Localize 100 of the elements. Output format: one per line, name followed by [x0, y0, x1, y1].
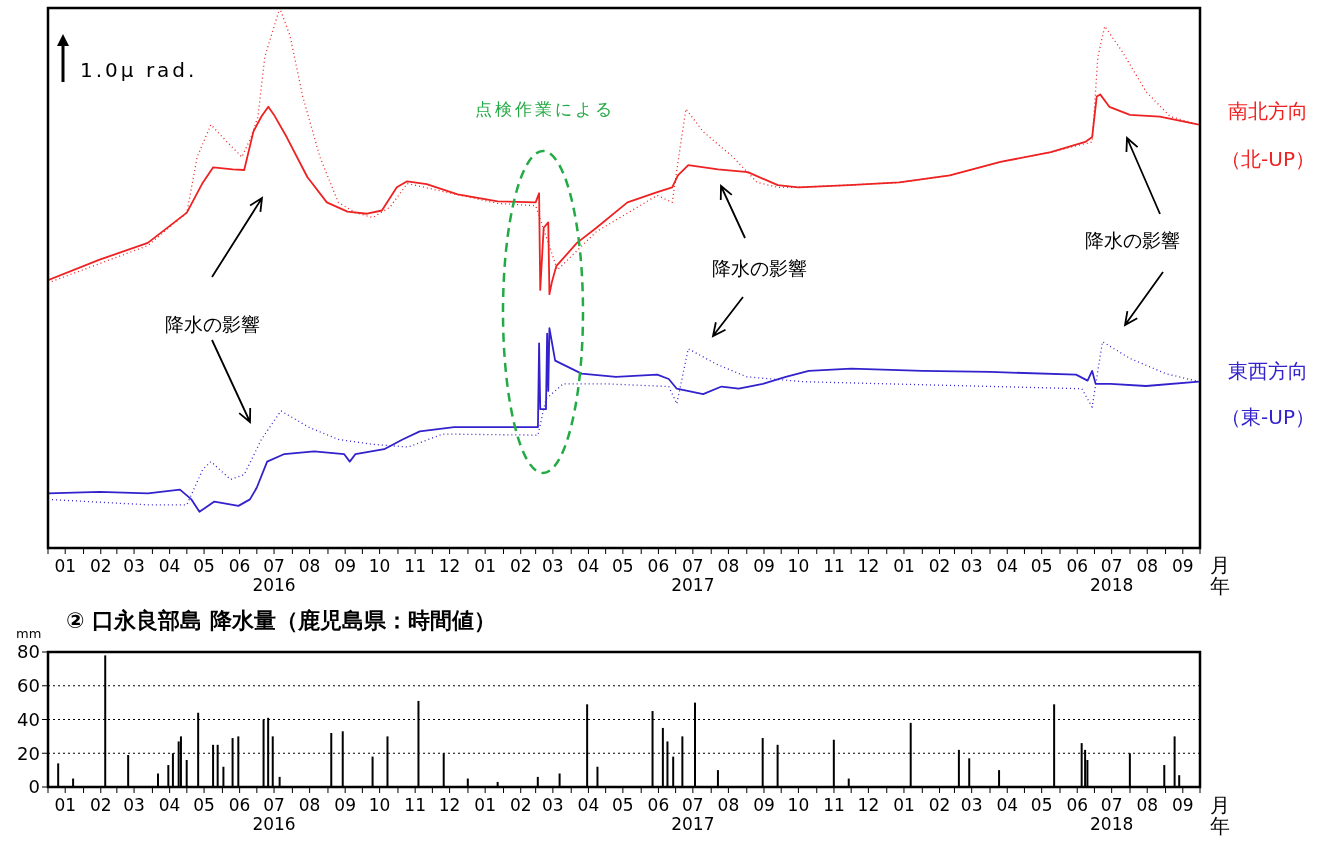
- bar: [57, 763, 60, 787]
- y-tick-label: 0: [28, 776, 40, 798]
- x-tick-label: 07 2017: [671, 556, 715, 595]
- x-tick-label: 02: [928, 556, 951, 576]
- x-tick-label: 08: [717, 795, 740, 815]
- x-tick-label: 10: [787, 556, 810, 576]
- x-tick-label: 10: [368, 556, 391, 576]
- y-axis-title: mm: [16, 626, 42, 641]
- x-tick-label: 08: [717, 556, 740, 576]
- x-tick-label: 03: [960, 795, 983, 815]
- bar: [185, 760, 188, 787]
- x-tick-label: 08: [298, 556, 321, 576]
- bar: [278, 776, 281, 787]
- x-tick-label: 04: [577, 795, 600, 815]
- x-tick-label: 07 2017: [671, 795, 715, 834]
- bar: [1178, 775, 1181, 787]
- x-tick-label: 04: [996, 556, 1019, 576]
- y-tick-label: 80: [17, 641, 40, 663]
- annotation: 降水の影響: [164, 312, 260, 337]
- x-tick-label: 03: [960, 556, 983, 576]
- x-tick-label: 12: [438, 556, 461, 576]
- x-tick-label: 10: [787, 795, 810, 815]
- x-tick-label: 02: [89, 556, 112, 576]
- x-tick-label: 05: [1030, 795, 1053, 815]
- x-tick-label: 04: [158, 556, 181, 576]
- x-tick-label: 05: [612, 556, 634, 576]
- x-tick-label: 01: [474, 795, 496, 815]
- x-tick-label: 05: [193, 556, 215, 576]
- x-tick-label: 12: [857, 795, 880, 815]
- x-tick-label: 06: [647, 795, 670, 815]
- x-tick-label: 04: [996, 795, 1019, 815]
- x-tick-label: 11: [404, 795, 426, 815]
- x-tick-label: 10: [368, 795, 391, 815]
- x-tick-label: 09: [334, 556, 356, 576]
- x-tick-label: 09: [1171, 556, 1194, 576]
- x-tick-label: 08: [298, 795, 321, 815]
- x-tick-label: 07 2018: [1090, 795, 1134, 834]
- x-tick-label: 06: [228, 795, 251, 815]
- x-tick-label: 05: [1030, 556, 1053, 576]
- series-label: 南北方向: [1228, 98, 1308, 125]
- x-tick-label: 03: [542, 556, 564, 576]
- x-tick-label: 06: [228, 556, 251, 576]
- bar: [716, 770, 719, 787]
- bar: [222, 766, 225, 787]
- bar: [998, 770, 1001, 787]
- x-tick-label: 09: [753, 795, 775, 815]
- x-tick-label: 12: [438, 795, 461, 815]
- bar: [442, 753, 445, 787]
- x-tick-label: 07 2016: [252, 795, 296, 834]
- bar: [167, 765, 170, 787]
- x-tick-label: 07 2016: [252, 556, 296, 595]
- x-tick-label: 01: [474, 556, 496, 576]
- x-tick-label: 09: [334, 795, 356, 815]
- x-tick-label: 11: [823, 795, 845, 815]
- bar: [672, 756, 675, 787]
- text: （東-UP）: [1221, 404, 1315, 431]
- x-axis-title: 月年: [1210, 793, 1231, 838]
- bar: [1163, 765, 1166, 787]
- x-tick-label: 03: [542, 795, 564, 815]
- bar: [596, 766, 599, 787]
- x-tick-label: 02: [89, 795, 112, 815]
- annotation: 1.0μ rad.: [80, 58, 198, 82]
- x-tick-label: 04: [577, 556, 600, 576]
- x-tick-label: 02: [509, 795, 532, 815]
- x-axis-title: 月年: [1210, 553, 1231, 598]
- x-tick-label: 12: [857, 556, 880, 576]
- chart-title: ② 口永良部島 降水量（鹿児島県：時間値）: [66, 607, 496, 635]
- y-tick-label: 40: [17, 708, 40, 730]
- bar: [957, 749, 960, 787]
- bar: [832, 739, 835, 787]
- x-tick-label: 02: [509, 556, 532, 576]
- bar: [1053, 704, 1056, 787]
- x-tick-label: 01: [54, 556, 77, 576]
- x-tick-label: 03: [123, 556, 145, 576]
- annotation: 降水の影響: [711, 256, 807, 281]
- bar: [536, 776, 539, 787]
- annotation: 降水の影響: [1084, 228, 1180, 253]
- x-tick-label: 08: [1136, 795, 1159, 815]
- text: （北-UP）: [1221, 146, 1315, 173]
- x-tick-label: 08: [1136, 556, 1159, 576]
- x-tick-label: 01: [893, 556, 915, 576]
- x-tick-label: 06: [647, 556, 670, 576]
- annotation: 点検作業による: [475, 98, 615, 121]
- y-tick-label: 60: [17, 675, 40, 697]
- x-tick-label: 06: [1066, 795, 1089, 815]
- x-tick-label: 05: [193, 795, 215, 815]
- x-tick-label: 05: [612, 795, 634, 815]
- x-tick-label: 09: [1171, 795, 1194, 815]
- x-tick-label: 02: [928, 795, 951, 815]
- x-tick-label: 04: [158, 795, 181, 815]
- x-tick-label: 06: [1066, 556, 1089, 576]
- bar: [968, 758, 971, 787]
- x-tick-label: 09: [753, 556, 775, 576]
- x-tick-label: 11: [823, 556, 845, 576]
- y-tick-label: 20: [17, 742, 40, 764]
- x-tick-label: 01: [893, 795, 915, 815]
- bar: [371, 756, 374, 787]
- series-label: 東西方向: [1228, 358, 1308, 385]
- x-tick-label: 11: [404, 556, 426, 576]
- x-tick-label: 03: [123, 795, 145, 815]
